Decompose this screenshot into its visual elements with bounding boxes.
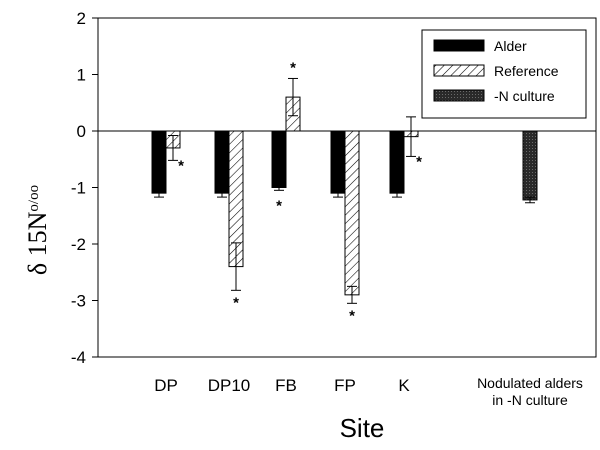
- x-tick-label: in -N culture: [492, 392, 568, 408]
- bar-reference: [344, 130, 360, 296]
- bar-alder: [214, 130, 230, 194]
- significance-asterisk: *: [290, 59, 296, 76]
- legend-label: -N culture: [494, 88, 555, 104]
- y-tick-label: -1: [71, 179, 86, 198]
- y-axis-title-main: δ 15N: [23, 211, 52, 275]
- bar-alder: [151, 130, 167, 194]
- x-tick-label: DP: [154, 376, 178, 395]
- legend-label: Reference: [494, 63, 559, 79]
- significance-asterisk: *: [349, 307, 355, 324]
- y-axis-title-unit: o/oo: [26, 185, 42, 212]
- legend-label: Alder: [494, 38, 527, 54]
- bar-alder: [271, 130, 287, 188]
- significance-asterisk: *: [178, 157, 184, 174]
- y-tick-label: -3: [71, 292, 86, 311]
- x-tick-label: FP: [334, 376, 356, 395]
- y-tick-label: 2: [77, 9, 86, 28]
- significance-asterisk: *: [276, 197, 282, 214]
- bar-alder: [389, 130, 405, 194]
- bar-alder: [330, 130, 346, 194]
- labels-layer: -4 -3 -2 -1 0 1 2 DP DP10 FB FP K Nodulated aldersin…: [71, 9, 583, 408]
- y-tick-label: -4: [71, 348, 86, 367]
- y-tick-label: 1: [77, 66, 86, 85]
- bars-layer: [151, 77, 538, 304]
- svg-text:δ 15No/oo: δ 15No/oo: [23, 185, 52, 275]
- x-tick-label: Nodulated alders: [477, 375, 583, 391]
- y-axis-title: δ 15No/oo: [23, 185, 52, 275]
- legend-swatch: [433, 39, 485, 52]
- legend-swatch: [433, 64, 485, 77]
- significance-asterisk: *: [233, 294, 239, 311]
- y-tick-label: 0: [77, 122, 86, 141]
- x-tick-label: FB: [275, 376, 297, 395]
- legend: Alder Reference -N culture: [421, 29, 587, 119]
- legend-swatch: [433, 89, 485, 102]
- x-axis-title: Site: [340, 413, 385, 443]
- x-tick-label: K: [398, 376, 410, 395]
- y-tick-label: -2: [71, 235, 86, 254]
- bar--n-culture: [522, 130, 538, 201]
- significance-asterisk: *: [416, 153, 422, 170]
- x-tick-label: DP10: [208, 376, 251, 395]
